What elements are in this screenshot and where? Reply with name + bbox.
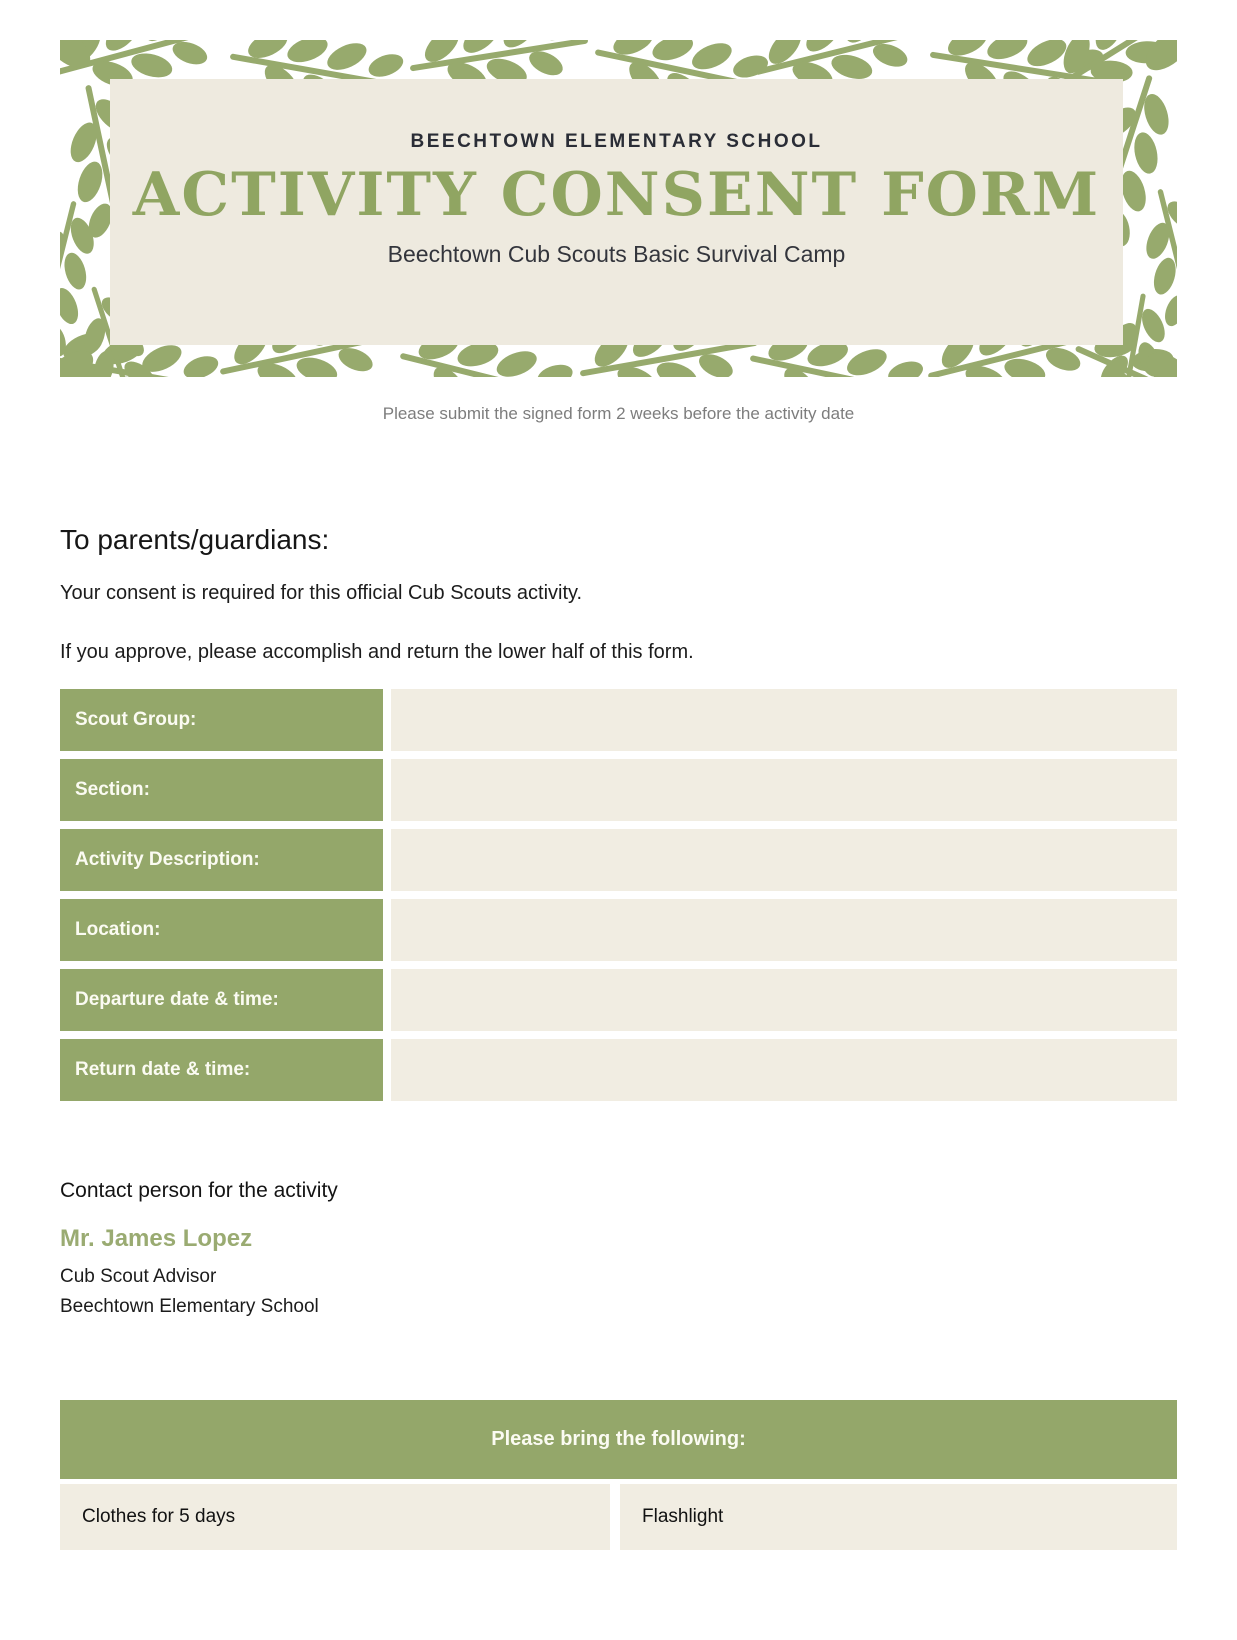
table-row: Activity Description: [60, 828, 1177, 891]
table-row: Return date & time: [60, 1038, 1177, 1101]
activity-subtitle: Beechtown Cub Scouts Basic Survival Camp [387, 241, 846, 267]
table-row: Departure date & time: [60, 968, 1177, 1031]
intro-line-1: Your consent is required for this offici… [60, 581, 583, 604]
bring-section-title: Please bring the following: [491, 1428, 746, 1450]
contact-name: Mr. James Lopez [60, 1225, 253, 1253]
activity-description-field[interactable] [391, 828, 1177, 891]
form-label-section: Section: [60, 758, 383, 821]
contact-heading: Contact person for the activity [60, 1178, 338, 1202]
bring-item: Clothes for 5 days [60, 1484, 610, 1550]
departure-date-time-field[interactable] [391, 968, 1177, 1031]
header-banner: BEECHTOWN ELEMENTARY SCHOOL ACTIVITY CON… [60, 40, 1177, 377]
location-field[interactable] [391, 898, 1177, 961]
contact-organization: Beechtown Elementary School [60, 1296, 319, 1318]
contact-role: Cub Scout Advisor [60, 1265, 217, 1287]
table-row: Location: [60, 898, 1177, 961]
form-label-return-date-time: Return date & time: [60, 1038, 383, 1101]
school-name: BEECHTOWN ELEMENTARY SCHOOL [410, 131, 823, 152]
form-label-departure-date-time: Departure date & time: [60, 968, 383, 1031]
header-card: BEECHTOWN ELEMENTARY SCHOOL ACTIVITY CON… [110, 79, 1123, 345]
bring-item: Flashlight [620, 1484, 1177, 1550]
return-date-time-field[interactable] [391, 1038, 1177, 1101]
scout-group-field[interactable] [391, 688, 1177, 751]
table-row: Scout Group: [60, 688, 1177, 751]
form-label-activity-description: Activity Description: [60, 828, 383, 891]
document-page: { "colors": { "accent_green": "#94a76a",… [0, 40, 1237, 1640]
main-content: To parents/guardians: Your consent is re… [60, 523, 1177, 1550]
bring-items-row: Clothes for 5 days Flashlight [60, 1484, 1177, 1550]
form-label-scout-group: Scout Group: [60, 688, 383, 751]
intro-heading: To parents/guardians: [60, 524, 330, 556]
bring-section-header: Please bring the following: [60, 1400, 1177, 1479]
form-label-location: Location: [60, 898, 383, 961]
intro-line-2: If you approve, please accomplish and re… [60, 640, 694, 663]
section-field[interactable] [391, 758, 1177, 821]
page-title: ACTIVITY CONSENT FORM [132, 160, 1101, 230]
submission-note: Please submit the signed form 2 weeks be… [382, 404, 855, 423]
table-row: Section: [60, 758, 1177, 821]
activity-form-table: Scout Group: Section: Activity Descripti… [60, 688, 1177, 1101]
